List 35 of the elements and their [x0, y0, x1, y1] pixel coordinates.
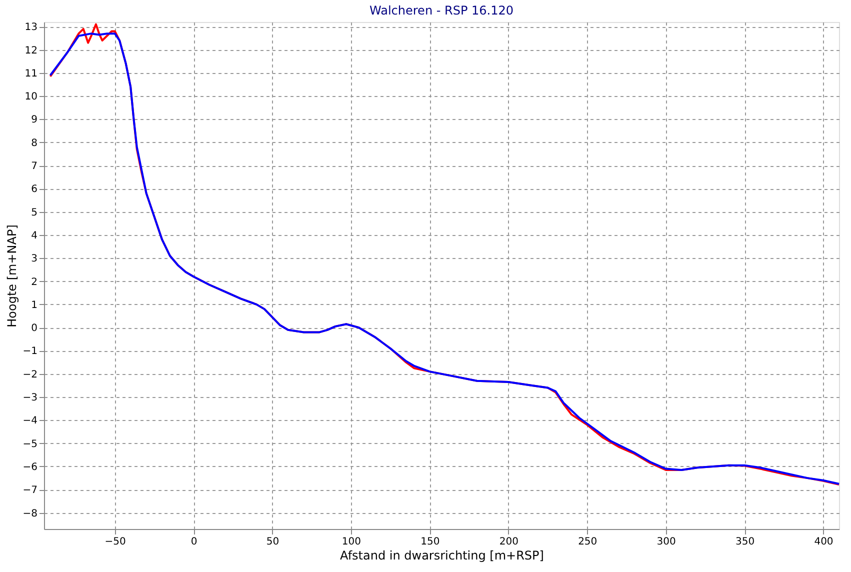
- chart-title: Walcheren - RSP 16.120: [370, 4, 514, 18]
- y-axis-title: Hoogte [m+NAP]: [4, 224, 19, 328]
- x-tick-label: 0: [190, 536, 198, 548]
- y-tick-label: 12: [24, 45, 38, 56]
- y-tick-label: −3: [22, 392, 38, 404]
- y-tick-label: 5: [31, 207, 38, 218]
- y-tick-label: −7: [22, 485, 38, 496]
- y-tick-label: 9: [31, 114, 38, 126]
- y-tick-label: 8: [31, 138, 38, 149]
- y-tick-label: 1: [31, 300, 38, 311]
- y-tick-label: 6: [31, 184, 38, 196]
- x-tick-label: 150: [420, 536, 440, 548]
- x-axis-title: Afstand in dwarsrichting [m+RSP]: [340, 548, 544, 562]
- x-tick-label: 300: [656, 536, 676, 548]
- y-tick-label: 0: [31, 323, 38, 334]
- x-tick-label: 100: [342, 536, 362, 548]
- y-tick-label: 10: [24, 92, 38, 103]
- x-tick-label: 50: [266, 536, 280, 548]
- x-tick-label: 350: [736, 536, 755, 548]
- y-tick-label: 11: [24, 68, 38, 80]
- x-tick-label: 250: [578, 536, 598, 548]
- x-tick-label: −50: [104, 536, 126, 548]
- y-tick-label: 4: [31, 230, 38, 242]
- y-tick-label: 2: [31, 276, 38, 288]
- y-tick-label: 7: [31, 161, 38, 172]
- y-tick-label: −4: [22, 416, 38, 427]
- y-tick-label: −5: [22, 438, 38, 450]
- x-tick-label: 400: [814, 536, 834, 548]
- y-tick-label: −1: [22, 346, 38, 358]
- y-tick-label: 3: [31, 254, 38, 265]
- y-tick-label: −8: [22, 508, 38, 520]
- x-tick-label: 200: [499, 536, 518, 548]
- y-tick-label: −2: [22, 369, 38, 380]
- y-tick-label: −6: [22, 462, 38, 473]
- y-tick-label: 13: [24, 22, 38, 34]
